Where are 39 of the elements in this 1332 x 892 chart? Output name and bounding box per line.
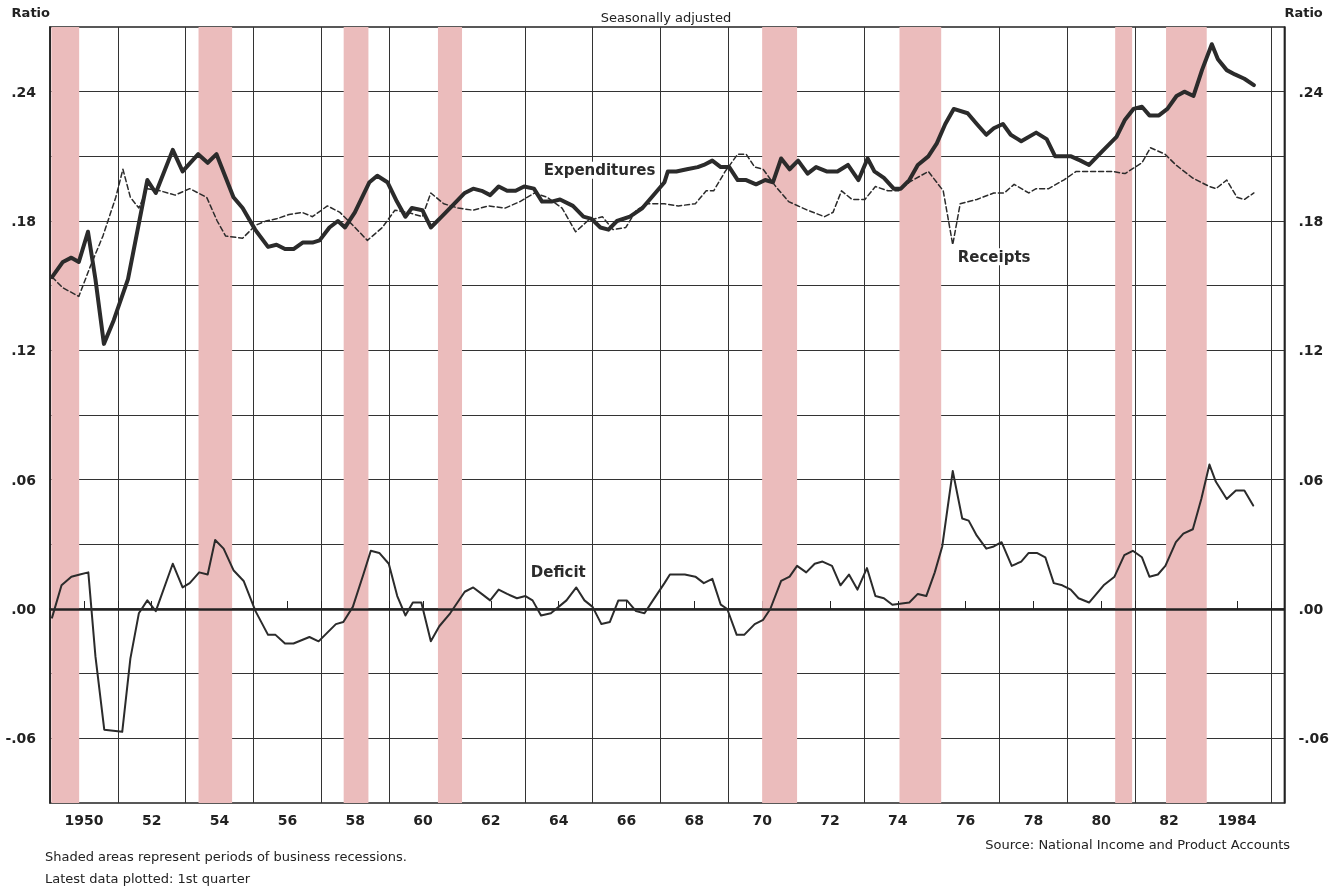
x-tick-label: 52 <box>141 812 162 828</box>
y2-axis-title: Ratio <box>1284 5 1323 20</box>
x-tick-label: 66 <box>616 812 637 828</box>
y2-tick-label: -.06 <box>1298 730 1330 747</box>
y-tick-label: .00 <box>11 601 37 617</box>
x-tick-label: 80 <box>1091 812 1112 828</box>
y2-tick-label: .24 <box>1298 83 1324 100</box>
x-tick-label: 54 <box>209 812 230 828</box>
x-tick-label: 1950 <box>64 812 104 828</box>
x-tick-label: 78 <box>1023 812 1044 828</box>
series-label: Expenditures <box>543 161 656 180</box>
y-tick-label: .12 <box>11 342 36 359</box>
x-tick-label: 82 <box>1159 812 1179 828</box>
y2-tick-label: .00 <box>1298 601 1324 617</box>
x-tick-label: 56 <box>277 812 298 828</box>
x-tick-label: 70 <box>752 812 773 828</box>
text: Shaded areas represent periods of business recessions. <box>45 849 407 864</box>
chart-title: Seasonally adjusted <box>600 10 732 25</box>
y2-tick-label: .12 <box>1298 342 1324 359</box>
x-tick-label: 1984 <box>1217 812 1257 828</box>
source-note: Source: National Income and Product Accounts <box>985 837 1291 852</box>
x-tick-label: 64 <box>548 812 569 828</box>
x-tick-label: 60 <box>413 812 434 828</box>
x-tick-label: 72 <box>820 812 840 828</box>
series-label: Receipts <box>957 247 1031 266</box>
x-tick-label: 58 <box>345 812 365 828</box>
y-tick-label: .06 <box>11 471 36 488</box>
y2-tick-label: .06 <box>1298 471 1324 488</box>
x-tick-label: 62 <box>481 812 501 828</box>
y-tick-label: -.06 <box>5 730 36 747</box>
x-tick-label: 76 <box>955 812 976 828</box>
y-tick-label: .24 <box>11 83 37 100</box>
x-tick-label: 74 <box>888 812 908 828</box>
text: Latest data plotted: 1st quarter <box>45 871 251 886</box>
series-label: Deficit <box>530 562 586 581</box>
y-tick-label: .18 <box>11 213 36 229</box>
y2-tick-label: .18 <box>1298 213 1324 229</box>
x-tick-label: 68 <box>684 812 705 828</box>
y-axis-title: Ratio <box>11 5 51 20</box>
